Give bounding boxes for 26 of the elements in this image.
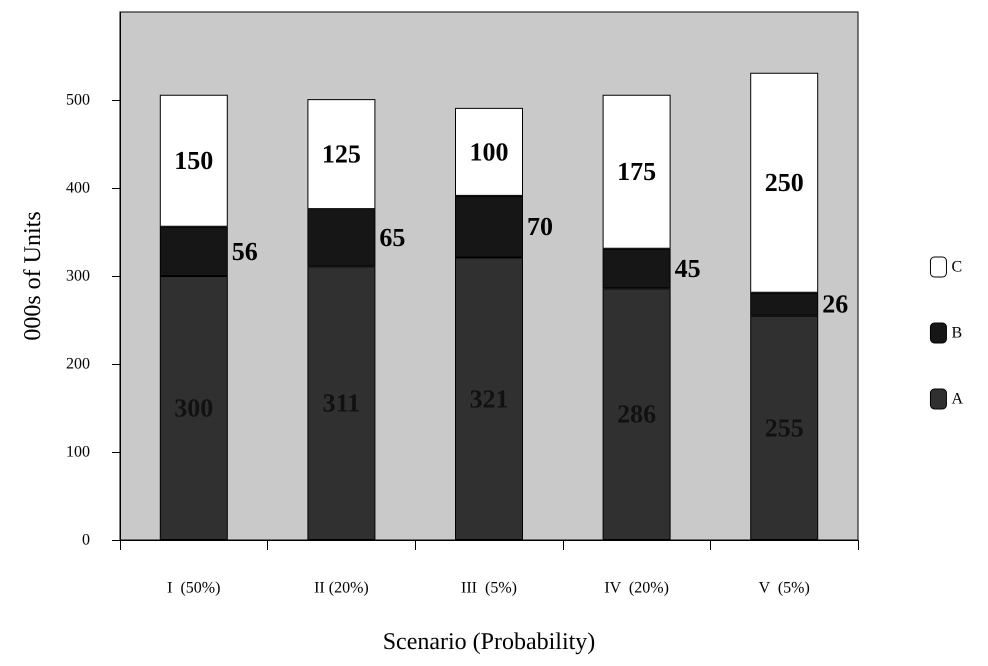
x-tick-label: IV (20%)	[604, 580, 669, 596]
legend-label: C	[951, 258, 962, 276]
legend-label: B	[951, 324, 962, 342]
data-label: 70	[527, 212, 553, 242]
data-label: 250	[764, 168, 804, 198]
y-tick-label: 500	[66, 92, 90, 108]
data-label: 125	[322, 140, 361, 169]
y-axis-title: 000s of Units	[20, 211, 46, 341]
data-label: 175	[617, 157, 656, 186]
y-tick-label: 0	[82, 532, 90, 548]
data-label: 56	[232, 236, 258, 266]
x-tick-label: I (50%)	[167, 580, 220, 596]
y-tick-label: 200	[66, 356, 90, 372]
y-tick-label: 100	[66, 444, 90, 460]
x-tick-label: II (20%)	[314, 580, 369, 596]
x-tick-label: V (5%)	[758, 580, 810, 596]
y-tick-label: 300	[66, 268, 90, 284]
data-label: 100	[470, 137, 508, 166]
y-tick-label: 400	[66, 180, 90, 196]
data-label: 45	[674, 254, 701, 284]
x-axis-title: Scenario (Probability)	[382, 629, 596, 655]
data-label: 65	[379, 223, 406, 252]
legend-label: A	[951, 390, 964, 408]
x-tick-label: III (5%)	[461, 580, 517, 596]
data-label: 26	[822, 290, 848, 319]
data-label: 150	[174, 146, 214, 176]
